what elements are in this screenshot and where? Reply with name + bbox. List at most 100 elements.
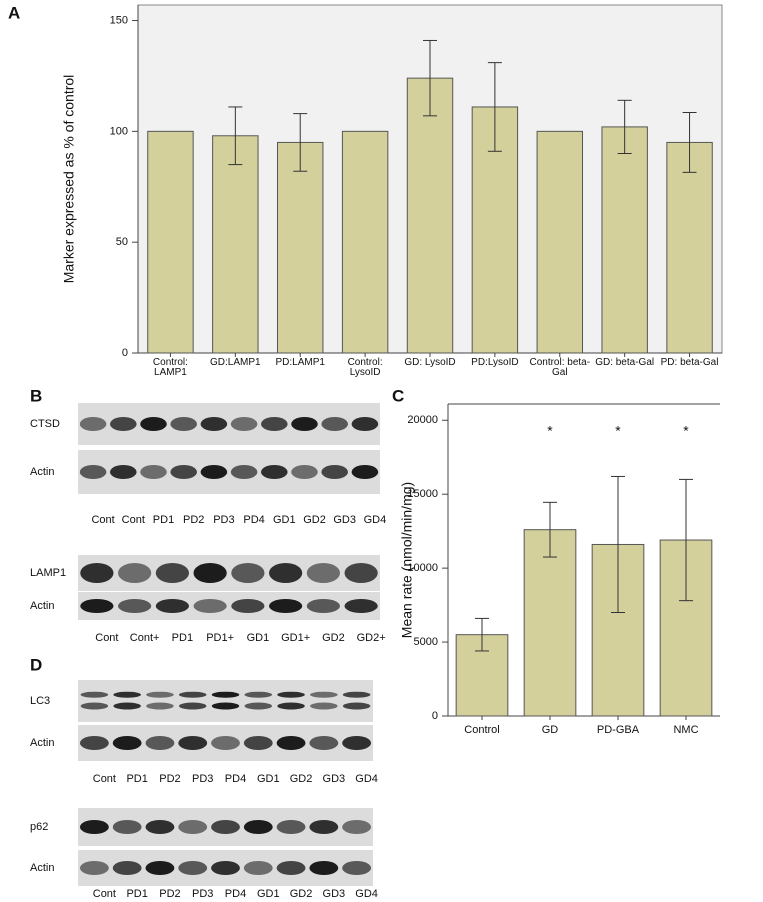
blot-band [269, 563, 303, 583]
y-tick-label: 150 [110, 14, 128, 26]
x-tick-label: Control [464, 724, 499, 736]
blot-band [79, 861, 109, 875]
blot-band [306, 599, 340, 613]
lane-label: GD2 [290, 773, 313, 785]
lane-label: GD1+ [281, 632, 310, 644]
blot-band [342, 861, 372, 875]
lane-label: GD2 [322, 632, 345, 644]
y-axis-label: Mean rate (nmol/min/mg) [399, 482, 415, 638]
lane-label: Cont+ [130, 632, 160, 644]
blot-band [306, 563, 340, 583]
lane-label: PD3 [213, 514, 234, 526]
blot-band [230, 417, 258, 431]
blot-band [342, 702, 371, 710]
blot-band [321, 465, 348, 479]
blot-band [243, 736, 273, 750]
blot-band [118, 599, 152, 613]
x-tick-label: Control: LAMP1 [152, 357, 188, 378]
lane-label: GD2 [290, 888, 313, 900]
x-tick-label: GD: LysoID [404, 357, 456, 368]
blot-band [193, 599, 227, 613]
blot-band [310, 702, 338, 710]
blot-band [140, 465, 167, 479]
blot-band [243, 820, 273, 834]
significance-mark: * [547, 423, 553, 439]
lane-label: PD1 [126, 773, 147, 785]
lane-label: PD2 [159, 888, 180, 900]
blot-band [79, 820, 109, 834]
blot-row-label: LC3 [30, 695, 50, 707]
blot-band [211, 691, 240, 698]
blot-band [211, 736, 240, 750]
y-tick-label: 50 [116, 236, 128, 248]
blot-band [291, 465, 318, 479]
panel-label: B [30, 386, 42, 405]
blot-row-label: p62 [30, 821, 48, 833]
blot-band [113, 702, 141, 710]
y-tick-label: 0 [122, 347, 128, 359]
y-axis-label: Marker expressed as % of control [61, 75, 77, 284]
x-tick-label: PD-GBA [597, 724, 640, 736]
lane-label: GD3 [333, 514, 356, 526]
blot-band [146, 691, 174, 698]
blot-band [351, 417, 379, 431]
lane-label: PD1 [172, 632, 193, 644]
blot-band [112, 820, 142, 834]
blot-band [291, 417, 318, 431]
blot-band [80, 599, 114, 613]
bar [666, 141, 713, 354]
lane-label: GD1 [273, 514, 296, 526]
blot-band [321, 417, 348, 431]
x-tick-label: GD [542, 724, 559, 736]
x-tick-label: Control: LysoID [347, 357, 383, 378]
blot-band [178, 736, 208, 750]
lane-label: Cont [93, 888, 116, 900]
bar [277, 141, 324, 354]
blot-band [155, 563, 189, 583]
blot-band [344, 599, 378, 613]
bar [212, 135, 259, 354]
x-tick-label: PD:LAMP1 [275, 357, 325, 368]
blot-band [243, 861, 273, 875]
lane-label: PD3 [192, 773, 213, 785]
blot-band [230, 465, 258, 479]
blot-band [110, 417, 137, 431]
lane-label: GD4 [355, 888, 378, 900]
blot-band [170, 417, 197, 431]
blot-band [79, 465, 107, 479]
blot-band [309, 861, 339, 875]
blot-band [80, 691, 109, 698]
blot-band [118, 563, 152, 583]
blot-band [112, 736, 142, 750]
x-tick-label: PD:LysoID [471, 357, 519, 368]
lane-label: GD2 [303, 514, 326, 526]
blot-band [200, 417, 228, 431]
bar [523, 529, 577, 717]
blot-row-label: Actin [30, 600, 54, 612]
blot-band [351, 465, 379, 479]
blot-band [140, 417, 167, 431]
blot-band [79, 736, 109, 750]
lane-label: GD2+ [357, 632, 386, 644]
lane-label: PD1 [153, 514, 174, 526]
blot-row-label: Actin [30, 737, 54, 749]
x-tick-label: GD: beta-Gal [595, 357, 655, 368]
y-tick-label: 100 [110, 125, 128, 137]
significance-mark: * [615, 423, 621, 439]
bar [601, 126, 648, 354]
lane-label: GD4 [364, 514, 387, 526]
blot-band [145, 736, 175, 750]
blot-band [80, 563, 114, 583]
blot-band [178, 820, 208, 834]
bar [341, 130, 389, 354]
lane-label: GD1 [247, 632, 270, 644]
lane-label: PD4 [243, 514, 264, 526]
blot-band [342, 820, 372, 834]
blot-row-label: Actin [30, 466, 54, 478]
blot-band [342, 736, 372, 750]
blot-band [344, 563, 378, 583]
significance-mark: * [683, 423, 689, 439]
blot-band [211, 820, 240, 834]
